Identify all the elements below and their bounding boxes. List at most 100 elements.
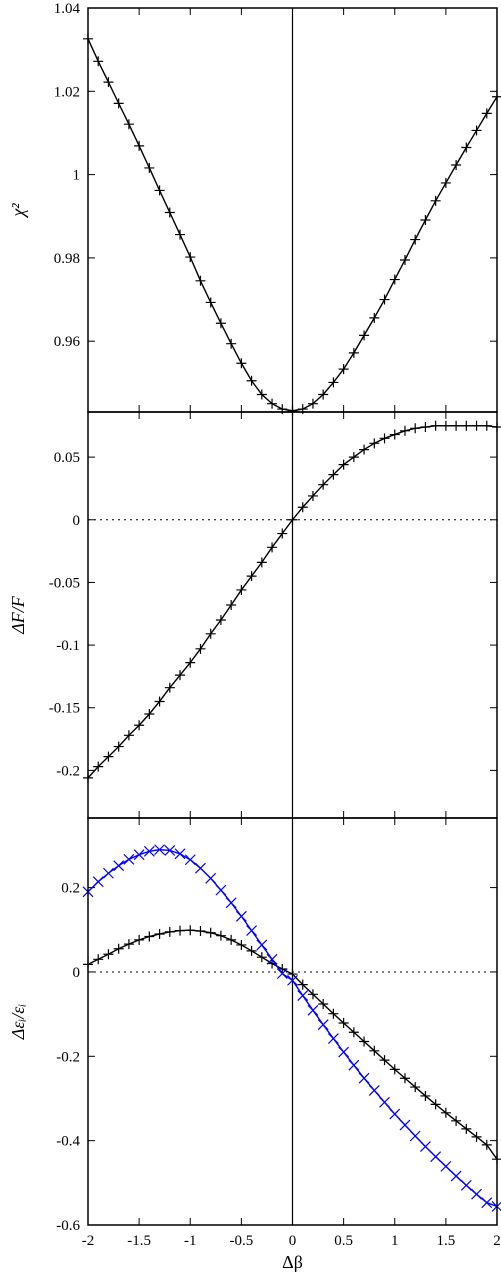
data-point bbox=[256, 557, 267, 568]
data-point bbox=[379, 433, 390, 444]
data-point bbox=[471, 1188, 482, 1200]
data-point bbox=[215, 318, 226, 329]
data-point bbox=[154, 928, 165, 939]
data-point bbox=[113, 860, 125, 872]
data-point bbox=[175, 670, 186, 681]
data-point bbox=[369, 438, 380, 449]
data-point bbox=[338, 364, 349, 375]
x-tick-label: -1.5 bbox=[127, 1233, 151, 1249]
data-point bbox=[113, 741, 124, 752]
data-point bbox=[420, 1141, 431, 1152]
data-point bbox=[195, 926, 206, 937]
y-tick-label: -0.15 bbox=[49, 701, 80, 717]
data-point bbox=[143, 845, 155, 857]
data-point bbox=[215, 930, 226, 941]
data-point bbox=[399, 1119, 411, 1131]
data-point bbox=[409, 1130, 421, 1142]
data-point bbox=[123, 853, 135, 865]
x-tick-label: 1 bbox=[391, 1233, 399, 1249]
data-point bbox=[215, 615, 226, 626]
x-axis-label: Δβ bbox=[282, 1252, 303, 1272]
data-point bbox=[379, 1055, 390, 1066]
data-point bbox=[471, 1131, 482, 1142]
data-point bbox=[481, 108, 492, 119]
data-point bbox=[440, 177, 451, 188]
data-point bbox=[297, 979, 308, 990]
plot-frame bbox=[87, 817, 498, 1226]
data-point bbox=[471, 125, 482, 136]
data-point bbox=[123, 119, 134, 130]
data-point bbox=[307, 490, 318, 501]
data-point bbox=[440, 1160, 452, 1172]
x-tick-label: 0 bbox=[289, 1233, 297, 1249]
y-tick-label: 0 bbox=[73, 965, 81, 981]
data-point bbox=[481, 1197, 493, 1209]
data-point bbox=[134, 140, 145, 151]
data-point bbox=[460, 1179, 472, 1191]
data-point bbox=[410, 234, 421, 245]
x-tick-label: 1.5 bbox=[437, 1233, 456, 1249]
y-tick-label: 1.04 bbox=[54, 1, 81, 17]
data-point bbox=[481, 420, 492, 431]
data-point bbox=[236, 584, 247, 595]
data-point bbox=[164, 926, 175, 937]
data-point bbox=[144, 931, 155, 942]
data-point bbox=[93, 954, 104, 965]
data-point bbox=[359, 444, 370, 455]
panels: 0.96 0.98 1 1.02 1.04 χ² -0.2 -0.15 -0.1 -0.05 0 0.… bbox=[8, 1, 501, 1272]
data-point bbox=[430, 420, 441, 431]
chart-panel-bottom: -2 -1.5 -1 -0.5 0 0.5 1 1.5 2 -0.6 -0.4 -0.2 0 0.2 Δεᵢ… bbox=[8, 817, 501, 1272]
data-point bbox=[154, 185, 165, 196]
data-point bbox=[185, 252, 196, 263]
data-point bbox=[154, 696, 165, 707]
y-tick-label: -0.05 bbox=[49, 575, 80, 591]
data-point bbox=[318, 389, 329, 400]
data-point bbox=[287, 969, 298, 980]
data-point bbox=[297, 990, 309, 1001]
y-tick-label: 0 bbox=[73, 513, 81, 529]
y-tick-label: 1.02 bbox=[54, 84, 80, 100]
data-point bbox=[399, 425, 410, 436]
data-point bbox=[389, 429, 400, 440]
y-tick-label: 0.98 bbox=[54, 251, 80, 267]
data-point bbox=[368, 1085, 380, 1096]
data-point bbox=[420, 422, 431, 433]
y-axis-label: Δεᵢ/εᵢ bbox=[8, 1004, 28, 1041]
data-point bbox=[246, 925, 258, 937]
data-point bbox=[348, 1059, 360, 1071]
data-point bbox=[164, 845, 176, 856]
data-point bbox=[410, 423, 421, 434]
y-tick-label: 0.96 bbox=[54, 334, 81, 350]
data-point bbox=[327, 1033, 339, 1045]
data-point bbox=[440, 1107, 451, 1118]
data-point bbox=[236, 358, 247, 369]
data-point bbox=[256, 939, 268, 951]
data-point bbox=[246, 375, 257, 386]
data-point bbox=[185, 657, 196, 668]
data-point bbox=[195, 643, 206, 654]
data-point bbox=[420, 1090, 431, 1101]
data-point bbox=[369, 1045, 380, 1056]
data-point bbox=[144, 162, 155, 173]
data-point bbox=[307, 989, 318, 1000]
data-point bbox=[307, 398, 318, 409]
y-tick-label: -0.1 bbox=[56, 638, 80, 654]
data-point bbox=[410, 1082, 421, 1093]
data-point bbox=[226, 934, 237, 945]
data-point bbox=[164, 682, 175, 693]
data-point bbox=[215, 884, 227, 896]
data-point bbox=[471, 420, 482, 431]
data-point bbox=[389, 1064, 400, 1075]
data-point bbox=[430, 1099, 441, 1110]
data-point bbox=[205, 872, 217, 884]
data-point bbox=[297, 502, 308, 513]
data-point bbox=[369, 312, 380, 323]
data-point bbox=[123, 939, 134, 950]
y-axis-label: χ² bbox=[8, 203, 28, 219]
data-point bbox=[379, 1096, 390, 1108]
data-point bbox=[103, 949, 114, 960]
data-point bbox=[92, 876, 104, 888]
x-tick-label: -0.5 bbox=[230, 1233, 254, 1249]
data-point bbox=[461, 1123, 472, 1134]
